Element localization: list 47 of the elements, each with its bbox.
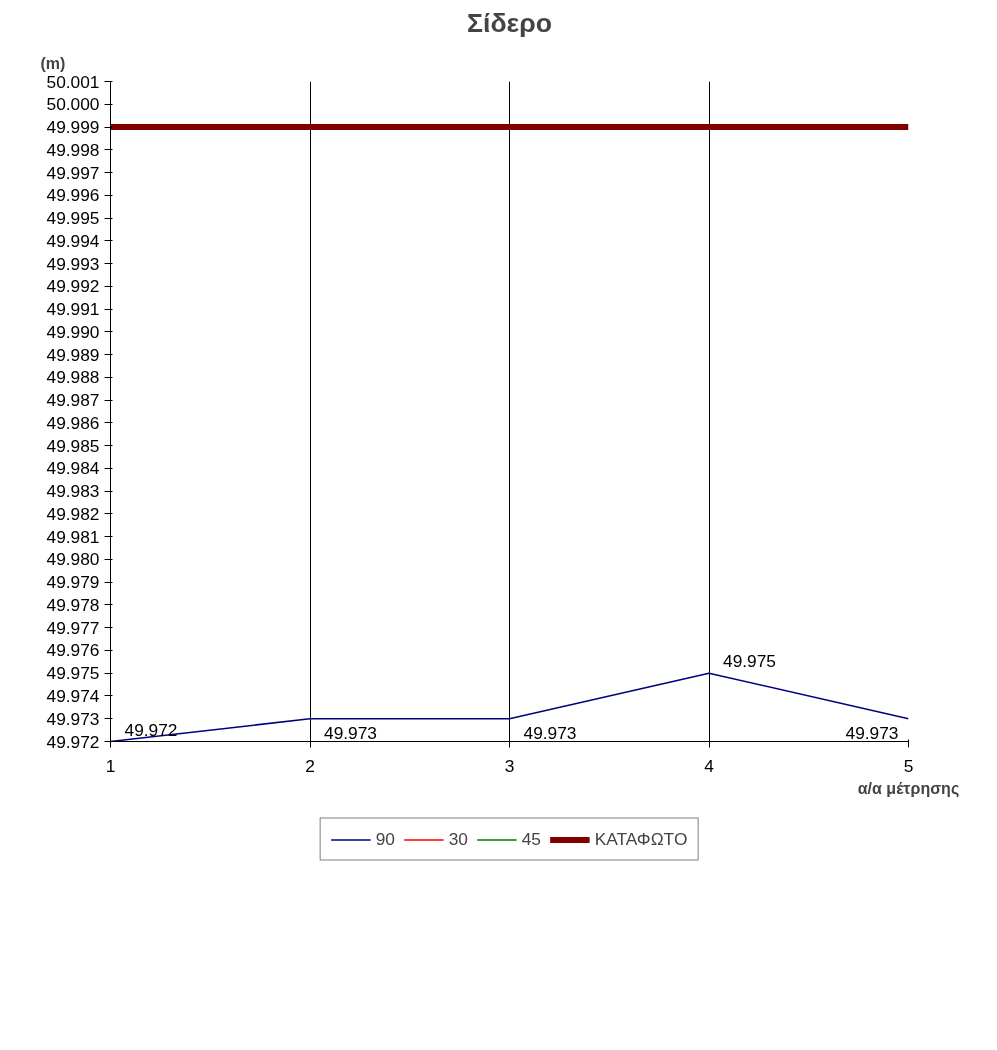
y-tick-label: 49.975 (46, 663, 100, 684)
y-tick-label: 49.973 (46, 708, 100, 729)
y-axis-title: (m) (40, 54, 66, 72)
legend-label: ΚΑΤΑΦΩΤΟ (594, 828, 688, 850)
y-tick-label: 49.994 (46, 230, 100, 251)
y-tick-label: 49.982 (46, 503, 100, 524)
x-axis-title: α/α μέτρησης (857, 779, 960, 798)
y-tick-label: 49.978 (46, 594, 100, 615)
y-tick-label: 50.001 (46, 71, 100, 92)
y-tick-label: 49.996 (46, 185, 100, 206)
y-tick-label: 49.991 (46, 299, 100, 320)
y-tick-label: 49.985 (46, 435, 100, 456)
legend-label: 45 (521, 828, 542, 850)
y-tick-label: 49.995 (46, 208, 100, 229)
data-label: 49.973 (845, 722, 899, 743)
legend-label: 30 (448, 828, 469, 850)
x-tick-label: 4 (704, 755, 715, 776)
legend-label: 90 (375, 828, 396, 850)
data-label: 49.972 (124, 719, 178, 740)
y-tick-label: 49.997 (46, 162, 100, 183)
y-tick-label: 49.980 (46, 549, 100, 570)
y-tick-label: 49.981 (46, 526, 100, 547)
y-tick-label: 49.990 (46, 321, 100, 342)
y-tick-label: 49.992 (46, 276, 100, 297)
y-tick-label: 50.000 (46, 94, 100, 115)
y-tick-label: 49.986 (46, 412, 100, 433)
y-tick-label: 49.974 (46, 685, 100, 706)
y-tick-label: 49.984 (46, 458, 100, 479)
chart-title: Σίδερο (467, 7, 552, 38)
y-tick-label: 49.988 (46, 367, 100, 388)
data-label: 49.973 (324, 722, 377, 743)
y-tick-label: 49.983 (46, 481, 100, 502)
y-tick-label: 49.999 (46, 117, 100, 138)
data-label: 49.975 (723, 651, 776, 672)
x-tick-label: 1 (105, 755, 116, 776)
y-tick-label: 49.993 (46, 253, 100, 274)
y-tick-label: 49.998 (46, 139, 100, 160)
y-tick-label: 49.972 (46, 731, 100, 752)
x-tick-label: 3 (504, 755, 515, 776)
y-tick-label: 49.987 (46, 390, 100, 411)
x-tick-label: 2 (305, 755, 315, 776)
y-tick-label: 49.989 (46, 344, 100, 365)
data-label: 49.973 (523, 722, 577, 743)
y-tick-label: 49.979 (46, 572, 100, 593)
y-tick-label: 49.976 (46, 640, 100, 661)
y-tick-label: 49.977 (46, 617, 100, 638)
x-tick-label: 5 (903, 755, 914, 776)
